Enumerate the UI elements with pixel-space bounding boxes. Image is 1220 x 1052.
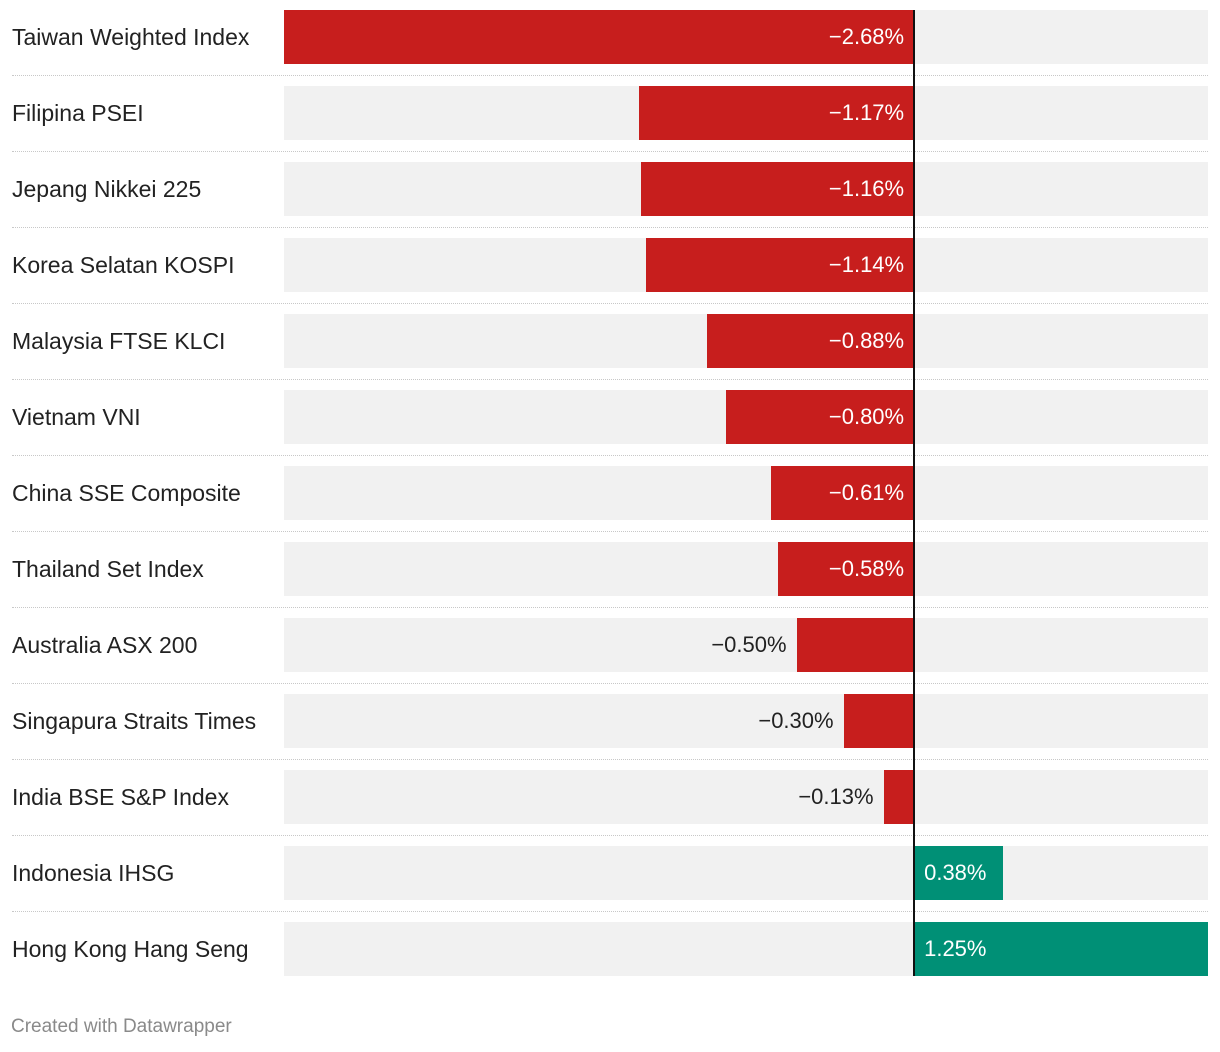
data-label: 1.25% — [924, 936, 987, 961]
bar-track — [284, 770, 1208, 824]
bar — [646, 238, 915, 292]
data-label: −2.68% — [828, 24, 905, 49]
category-label: Korea Selatan KOSPI — [12, 252, 235, 278]
category-label: Singapura Straits Times — [12, 708, 257, 734]
category-label: Taiwan Weighted Index — [12, 24, 250, 50]
bar-track — [284, 542, 1208, 596]
data-label: −0.58% — [828, 556, 905, 581]
row-separator — [12, 75, 1208, 76]
row-separator — [12, 455, 1208, 456]
data-label: −1.16% — [828, 176, 905, 201]
category-label: Thailand Set Index — [12, 556, 204, 582]
data-label: −0.13% — [798, 784, 874, 809]
bar-row: Taiwan Weighted Index −2.68% — [12, 10, 1208, 64]
bar-row: China SSE Composite −0.61% — [12, 466, 1208, 520]
bar-row: Thailand Set Index −0.58% — [12, 542, 1208, 596]
category-label: Vietnam VNI — [12, 404, 141, 430]
row-separator — [12, 227, 1208, 228]
bar-row: India BSE S&P Index −0.13% — [12, 770, 1208, 824]
bar-row: Malaysia FTSE KLCI −0.88% — [12, 314, 1208, 368]
bar — [641, 162, 915, 216]
bar-track — [284, 466, 1208, 520]
bar-track — [284, 846, 1208, 900]
row-separator — [12, 607, 1208, 608]
category-label: Jepang Nikkei 225 — [12, 176, 202, 202]
bar — [707, 314, 915, 368]
row-separator — [12, 303, 1208, 304]
bar — [883, 770, 915, 824]
bar — [914, 922, 1208, 976]
bar-row: Australia ASX 200 −0.50% — [12, 618, 1208, 672]
bar-track — [284, 694, 1208, 748]
data-label: −0.88% — [828, 328, 905, 353]
chart-credit: Created with Datawrapper — [11, 1016, 232, 1037]
bar — [770, 466, 915, 520]
data-label: −1.14% — [828, 252, 905, 277]
zero-axis-line — [913, 10, 916, 976]
bar — [843, 694, 915, 748]
bar — [796, 618, 915, 672]
bar-row: Filipina PSEI −1.17% — [12, 86, 1208, 140]
row-separator — [12, 911, 1208, 912]
category-label: Malaysia FTSE KLCI — [12, 328, 226, 354]
data-label: −1.17% — [828, 100, 905, 125]
row-separator — [12, 379, 1208, 380]
bar-row: Hong Kong Hang Seng 1.25% — [12, 922, 1208, 976]
bar-row: Vietnam VNI −0.80% — [12, 390, 1208, 444]
bar — [726, 390, 915, 444]
row-separator — [12, 151, 1208, 152]
bar-chart: Taiwan Weighted Index −2.68% Filipina PSEI… — [12, 10, 1208, 976]
row-separator — [12, 531, 1208, 532]
data-label: −0.61% — [828, 480, 905, 505]
category-label: Filipina PSEI — [12, 100, 144, 126]
bar — [777, 542, 915, 596]
row-separator — [12, 683, 1208, 684]
bar-row: Korea Selatan KOSPI −1.14% — [12, 238, 1208, 292]
data-label: −0.50% — [711, 632, 787, 657]
category-label: Australia ASX 200 — [12, 632, 198, 658]
row-separator — [12, 835, 1208, 836]
bar — [639, 86, 915, 140]
bar-row: Indonesia IHSG 0.38% — [12, 846, 1208, 900]
category-label: Hong Kong Hang Seng — [12, 936, 249, 962]
data-label: −0.80% — [828, 404, 905, 429]
bar-row: Singapura Straits Times −0.30% — [12, 694, 1208, 748]
row-separator — [12, 759, 1208, 760]
category-label: India BSE S&P Index — [12, 784, 229, 810]
bar — [914, 846, 1004, 900]
bar-track — [284, 618, 1208, 672]
category-label: Indonesia IHSG — [12, 860, 175, 886]
bar-row: Jepang Nikkei 225 −1.16% — [12, 162, 1208, 216]
bar — [284, 10, 915, 64]
category-label: China SSE Composite — [12, 480, 241, 506]
data-label: −0.30% — [758, 708, 834, 733]
data-label: 0.38% — [924, 860, 987, 885]
